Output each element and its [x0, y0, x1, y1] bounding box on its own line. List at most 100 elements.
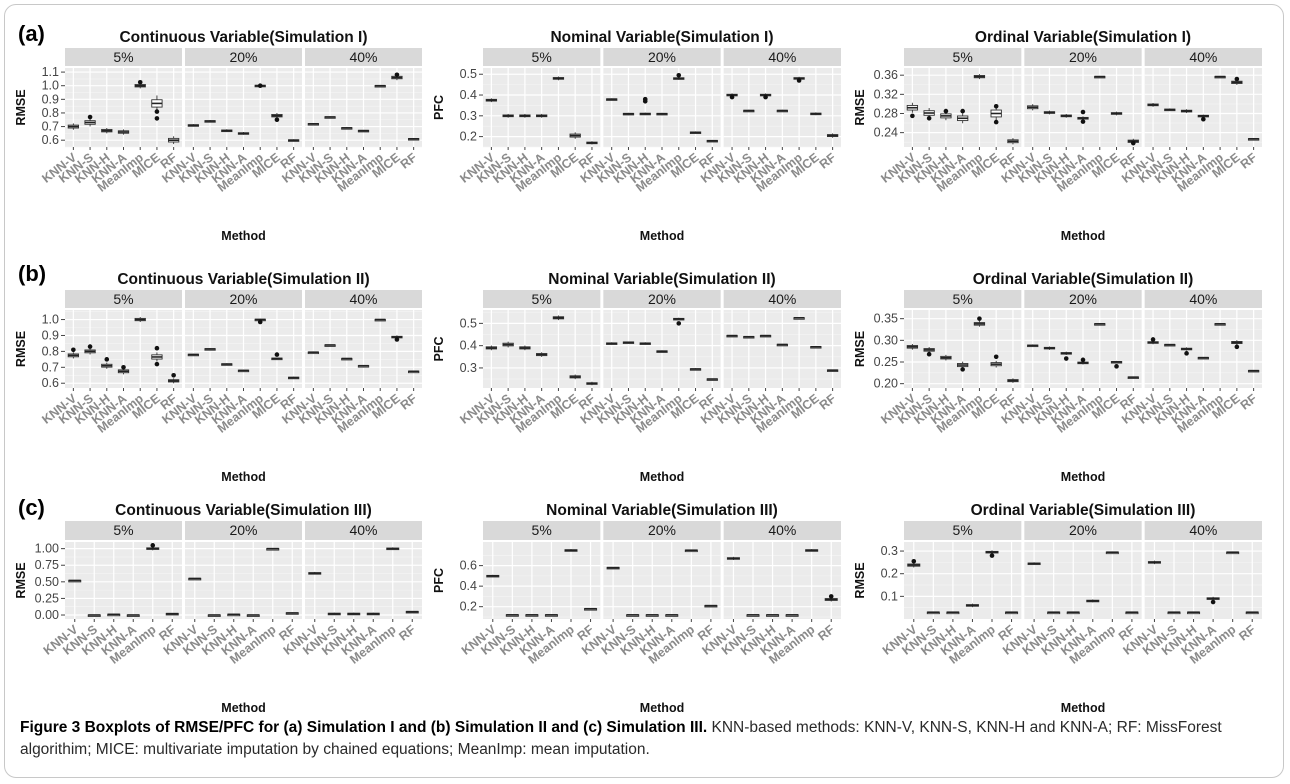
box-mark	[485, 98, 498, 103]
box-mark	[366, 612, 380, 616]
chart-title: Ordinal Variable(Simulation II)	[973, 271, 1194, 288]
box-mark	[485, 345, 498, 351]
outlier-point	[87, 114, 93, 120]
box-mark	[341, 357, 353, 361]
box-mark	[639, 342, 651, 345]
y-tick-label: 0.25	[35, 591, 59, 605]
box-mark	[187, 124, 199, 127]
y-tick-label: 0.6	[460, 559, 477, 573]
box-mark	[536, 352, 548, 357]
box-mark	[1110, 111, 1123, 116]
facet-strip	[1144, 48, 1262, 66]
outlier-point	[137, 80, 143, 85]
outlier-point	[1080, 109, 1086, 115]
caption-body: KNN-based methods: KNN-V, KNN-S, KNN-H a…	[20, 719, 1222, 758]
chart-panel: Continuous Variable(Simulation II) 0.6 0.7…	[14, 271, 422, 484]
box-mark	[307, 123, 319, 126]
y-tick-label: 0.6	[42, 376, 59, 390]
box-mark	[84, 348, 96, 355]
box-mark	[673, 317, 685, 321]
facet-strip-label: 20%	[229, 49, 257, 65]
box-mark	[519, 345, 531, 351]
box-mark	[341, 127, 353, 130]
outlier-point	[926, 115, 932, 121]
y-tick-label: 0.50	[35, 575, 59, 589]
y-tick-label: 0.8	[42, 106, 59, 120]
y-tick-label: 1.0	[42, 313, 59, 327]
box-mark	[101, 362, 113, 369]
box-mark	[1245, 611, 1259, 615]
y-tick-label: 0.9	[42, 92, 59, 106]
facet-strip-label: 40%	[349, 291, 377, 307]
box-mark	[689, 131, 702, 134]
box-mark	[645, 614, 659, 617]
box-mark	[923, 347, 935, 353]
facet-strip	[65, 290, 182, 308]
box-mark	[324, 116, 336, 119]
box-mark	[1247, 138, 1260, 141]
facet-strip	[723, 521, 841, 540]
box-mark	[704, 604, 718, 608]
box-mark	[1180, 347, 1193, 351]
chart-title: Nominal Variable(Simulation III)	[546, 502, 778, 519]
chart-title: Nominal Variable(Simulation II)	[548, 271, 775, 288]
outlier-point	[676, 72, 682, 78]
box-mark	[586, 381, 598, 386]
box-mark	[386, 547, 400, 551]
box-mark	[536, 113, 548, 118]
row-label: (c)	[18, 495, 45, 520]
box-mark	[1127, 376, 1139, 379]
box-mark	[151, 95, 163, 112]
facet-strip-label: 5%	[953, 49, 973, 65]
outlier-point	[257, 83, 263, 89]
facet-strip	[723, 290, 841, 308]
box-mark	[606, 566, 620, 570]
box-mark	[134, 317, 146, 323]
outlier-point	[828, 594, 834, 599]
box-mark	[1214, 75, 1226, 79]
box-mark	[1226, 551, 1240, 555]
facet-strip-label: 5%	[953, 291, 973, 307]
outlier-point	[1234, 344, 1240, 350]
box-mark	[726, 334, 738, 338]
facet-strip-label: 5%	[532, 522, 552, 538]
outlier-point	[154, 345, 160, 351]
box-mark	[586, 141, 598, 145]
box-mark	[408, 370, 420, 374]
box-mark	[746, 614, 760, 617]
y-axis-title: RMSE	[14, 562, 28, 598]
box-mark	[374, 84, 386, 88]
facet-panel	[305, 542, 422, 619]
y-tick-label: 0.00	[35, 608, 59, 622]
box-mark	[519, 113, 531, 118]
row-label: (a)	[18, 21, 45, 46]
facet-strip	[723, 48, 841, 66]
box-mark	[324, 344, 336, 347]
y-tick-label: 0.8	[42, 344, 59, 358]
box-mark	[68, 579, 82, 583]
y-axis-title: PFC	[432, 568, 446, 593]
box-mark	[502, 113, 514, 118]
box-mark	[1147, 102, 1159, 107]
x-tick-label: RF	[1238, 150, 1260, 172]
facet-strip-label: 5%	[953, 522, 973, 538]
outlier-point	[977, 316, 982, 321]
outlier-point	[729, 94, 735, 100]
box-mark	[237, 369, 250, 373]
box-mark	[957, 361, 969, 369]
box-mark	[237, 131, 250, 135]
facet-strip	[185, 48, 302, 66]
box-mark	[743, 109, 755, 113]
y-tick-label: 0.35	[874, 312, 898, 326]
x-tick-label: RF	[815, 622, 837, 644]
facet-panel	[723, 542, 841, 619]
box-mark	[505, 614, 519, 617]
chart-panel: Nominal Variable(Simulation III) 0.2 0.4 0.…	[432, 502, 841, 715]
box-mark	[1007, 138, 1019, 145]
y-tick-label: 0.2	[460, 130, 477, 144]
y-tick-label: 0.75	[35, 558, 59, 572]
box-mark	[793, 316, 805, 320]
x-axis-title: Method	[640, 701, 684, 715]
outlier-point	[1234, 76, 1240, 82]
box-mark	[1105, 551, 1119, 555]
